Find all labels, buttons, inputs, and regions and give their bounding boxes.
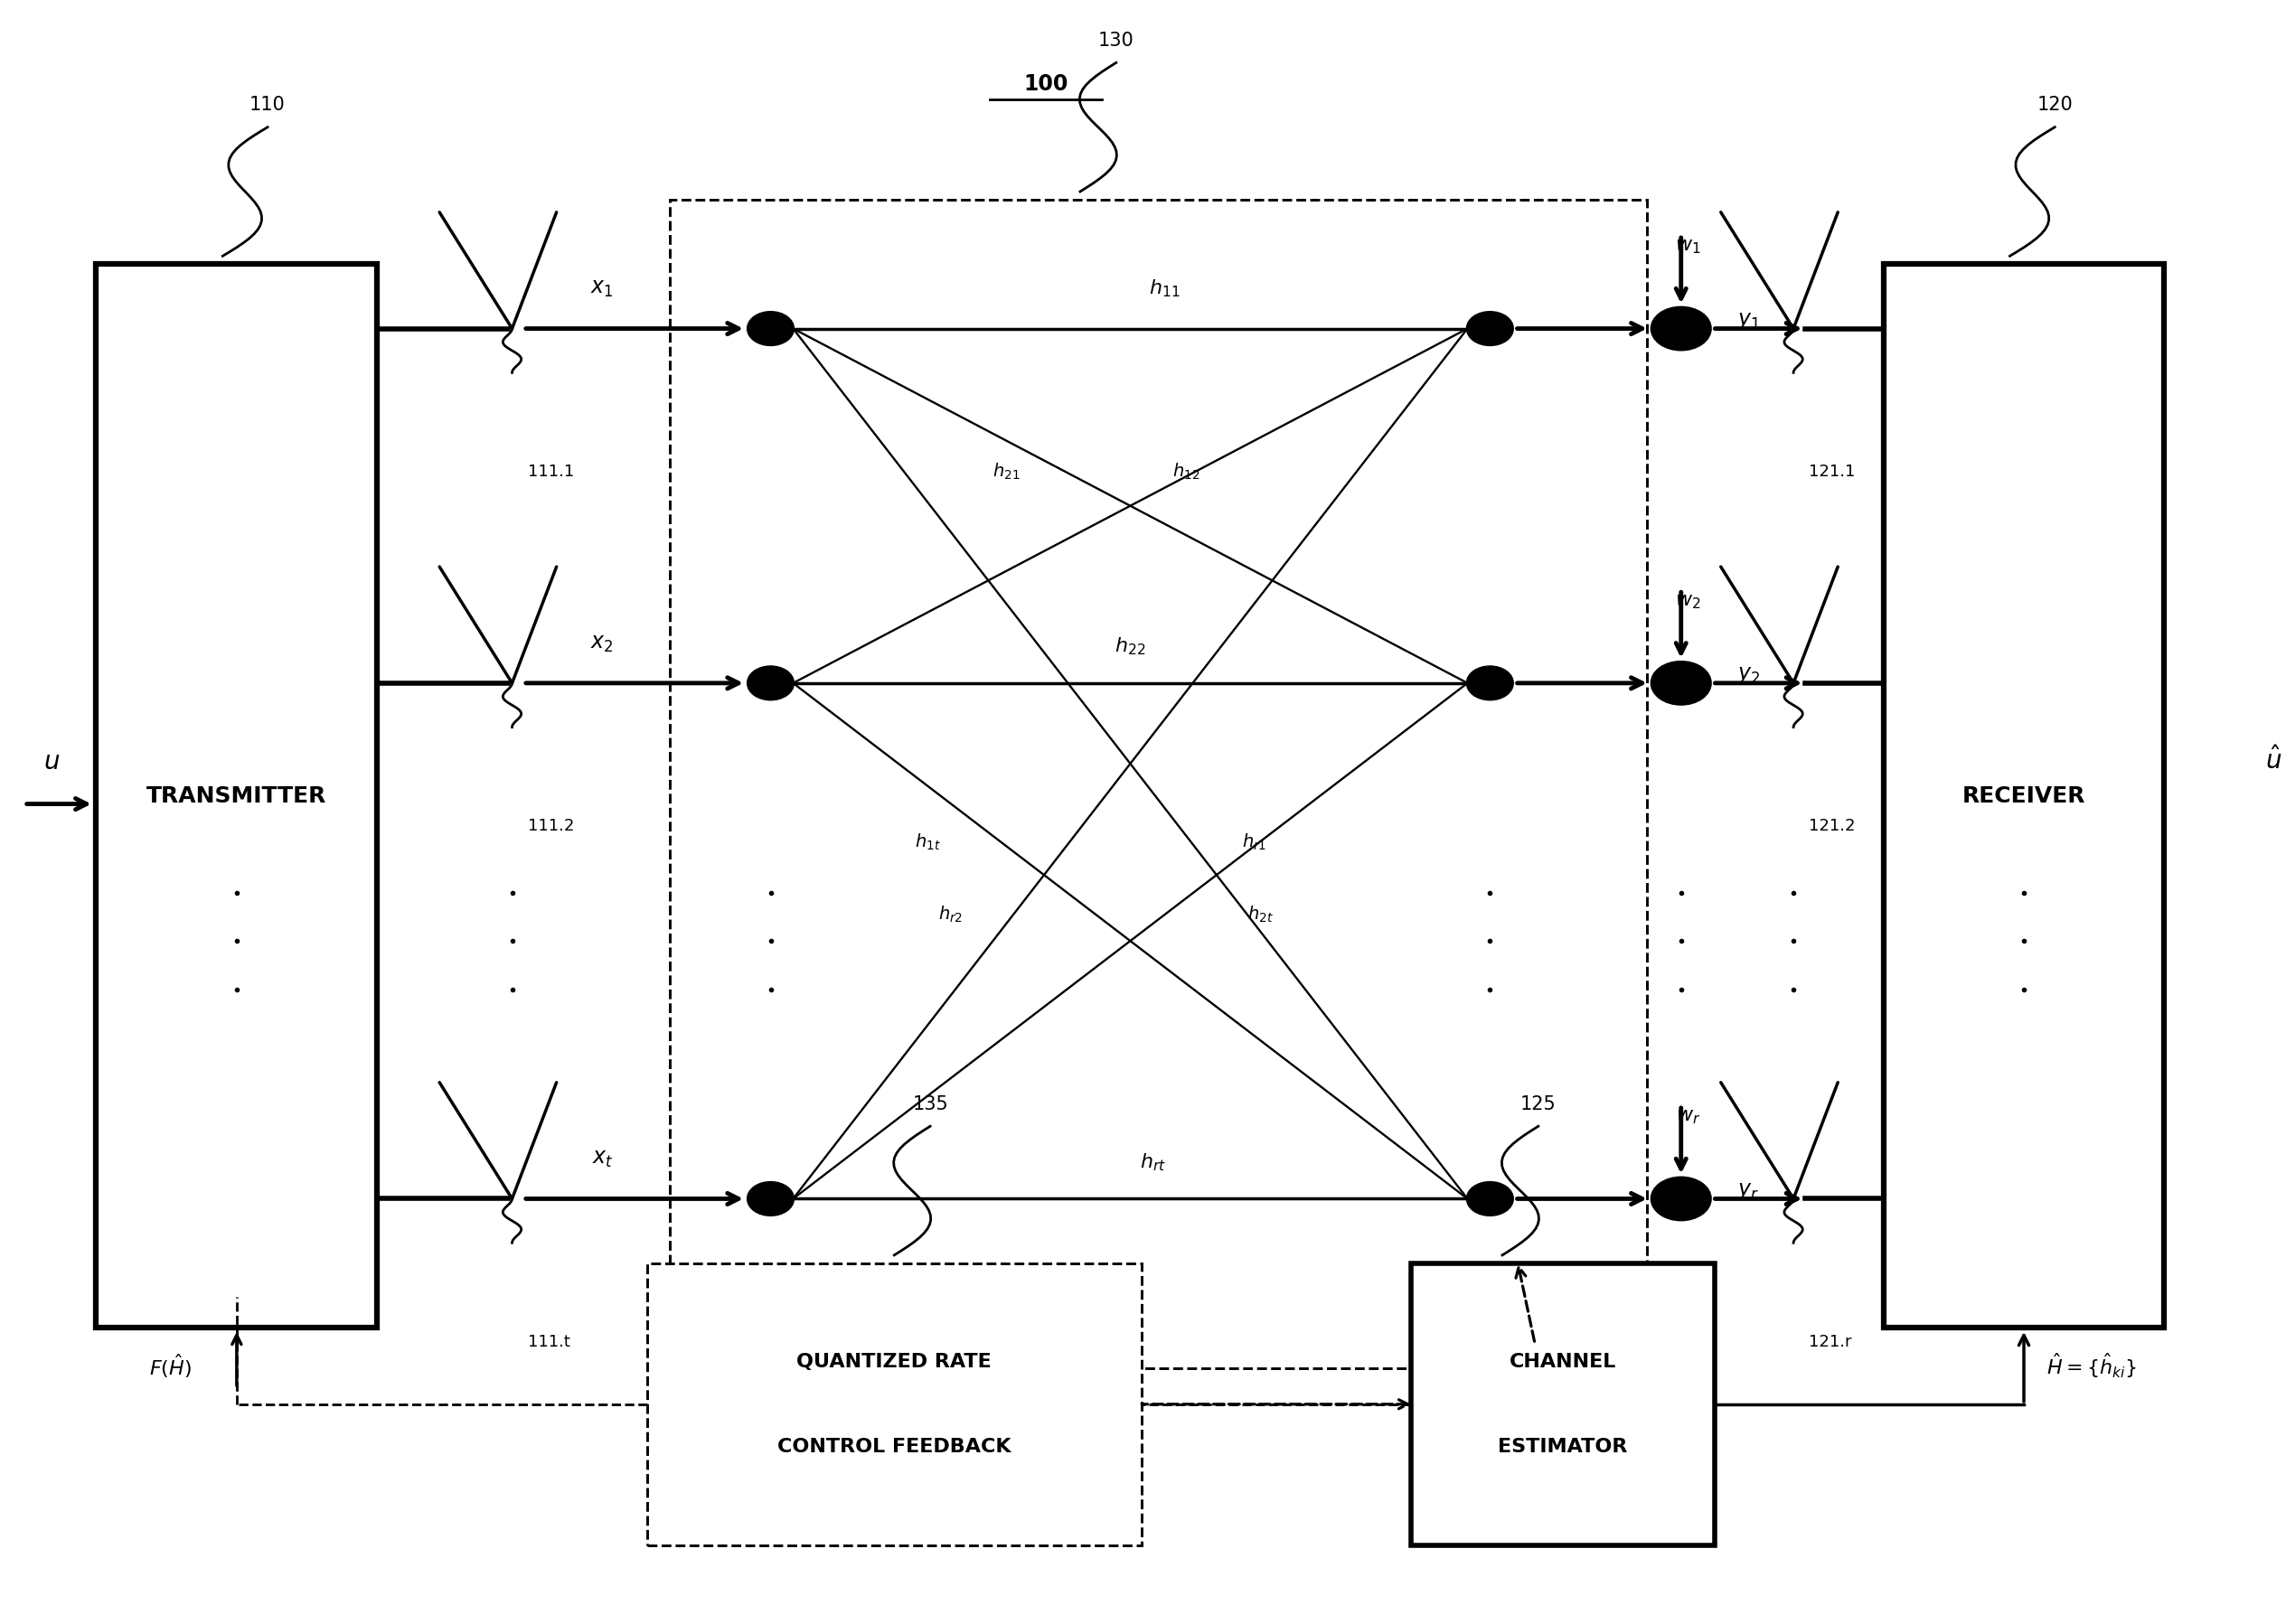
- Text: 111.2: 111.2: [528, 818, 574, 835]
- Text: QUANTIZED RATE: QUANTIZED RATE: [798, 1353, 992, 1371]
- Bar: [647, 1263, 1141, 1544]
- Text: 120: 120: [2037, 96, 2073, 114]
- Text: $\hat{u}$: $\hat{u}$: [2265, 747, 2281, 775]
- Text: $h_{11}$: $h_{11}$: [1148, 278, 1180, 299]
- Text: $u$: $u$: [43, 750, 59, 775]
- Text: 111.t: 111.t: [528, 1333, 569, 1350]
- Bar: [1884, 265, 2165, 1328]
- Text: $x_t$: $x_t$: [592, 1148, 613, 1169]
- Circle shape: [748, 1182, 793, 1215]
- Text: $h_{22}$: $h_{22}$: [1116, 637, 1145, 658]
- Circle shape: [1653, 307, 1710, 349]
- Text: 135: 135: [912, 1095, 949, 1114]
- Circle shape: [1653, 663, 1710, 705]
- Text: 121.1: 121.1: [1808, 463, 1856, 479]
- Text: $h_{r2}$: $h_{r2}$: [937, 905, 962, 924]
- Text: $h_{r1}$: $h_{r1}$: [1241, 831, 1266, 853]
- Text: $y_1$: $y_1$: [1737, 310, 1760, 331]
- Text: $h_{21}$: $h_{21}$: [992, 461, 1020, 482]
- Circle shape: [1653, 1177, 1710, 1220]
- Text: 111.1: 111.1: [528, 463, 574, 479]
- Text: $h_{1t}$: $h_{1t}$: [914, 831, 942, 853]
- Circle shape: [1468, 1182, 1513, 1215]
- Text: 121.r: 121.r: [1808, 1333, 1852, 1350]
- Text: RECEIVER: RECEIVER: [1961, 784, 2085, 807]
- Text: $x_2$: $x_2$: [590, 632, 613, 654]
- Text: $w_r$: $w_r$: [1676, 1108, 1701, 1125]
- Text: $x_1$: $x_1$: [590, 278, 613, 299]
- Text: $h_{12}$: $h_{12}$: [1173, 461, 1200, 482]
- Circle shape: [1468, 667, 1513, 700]
- Text: $w_2$: $w_2$: [1676, 593, 1701, 611]
- Text: 130: 130: [1097, 32, 1134, 50]
- Text: $y_r$: $y_r$: [1737, 1181, 1760, 1202]
- Text: $h_{2t}$: $h_{2t}$: [1248, 905, 1273, 924]
- Text: $F(\hat{H})$: $F(\hat{H})$: [149, 1353, 192, 1380]
- Circle shape: [748, 667, 793, 700]
- Circle shape: [748, 312, 793, 344]
- Text: TRANSMITTER: TRANSMITTER: [146, 784, 327, 807]
- Text: $w_1$: $w_1$: [1676, 239, 1701, 257]
- Text: ESTIMATOR: ESTIMATOR: [1497, 1437, 1628, 1455]
- Text: $h_{rt}$: $h_{rt}$: [1141, 1151, 1166, 1173]
- Text: 110: 110: [249, 96, 286, 114]
- Text: $\hat{H}=\{\hat{h}_{ki}\}$: $\hat{H}=\{\hat{h}_{ki}\}$: [2046, 1351, 2137, 1380]
- Text: CHANNEL: CHANNEL: [1509, 1353, 1616, 1371]
- Text: 125: 125: [1520, 1095, 1557, 1114]
- Bar: [670, 200, 1648, 1367]
- Bar: [1410, 1263, 1714, 1544]
- Text: CONTROL FEEDBACK: CONTROL FEEDBACK: [777, 1437, 1010, 1455]
- Circle shape: [1468, 312, 1513, 344]
- Text: 100: 100: [1024, 73, 1068, 94]
- Text: 121.2: 121.2: [1808, 818, 1856, 835]
- Bar: [96, 265, 377, 1328]
- Text: $y_2$: $y_2$: [1737, 664, 1760, 685]
